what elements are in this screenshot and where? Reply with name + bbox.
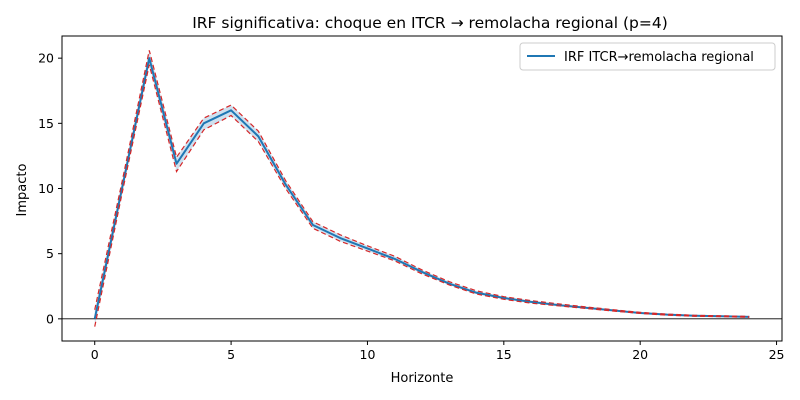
chart-title: IRF significativa: choque en ITCR → remo… [192, 14, 668, 32]
legend-label: IRF ITCR→remolacha regional [564, 50, 754, 65]
x-tick-label: 25 [769, 347, 785, 362]
upper-band-line [94, 50, 750, 318]
y-tick-label: 0 [46, 311, 54, 326]
plot-frame [61, 35, 783, 342]
confidence-band-fill [94, 50, 750, 327]
x-axis-label: Horizonte [391, 371, 454, 386]
y-tick-label: 15 [38, 116, 54, 131]
irf-series-line [93, 57, 750, 320]
x-tick-label: 20 [632, 347, 648, 362]
x-tick-label: 15 [496, 347, 512, 362]
legend-box [519, 42, 776, 71]
lower-band-line [94, 64, 750, 327]
y-tick-label: 20 [38, 51, 54, 66]
y-axis-label: Impacto [15, 164, 30, 217]
x-tick-label: 10 [360, 347, 376, 362]
y-tick-label: 10 [38, 181, 54, 196]
y-tick-label: 5 [46, 246, 54, 261]
x-tick-label: 0 [91, 347, 99, 362]
legend: IRF ITCR→remolacha regional [519, 42, 776, 71]
x-tick-label: 5 [227, 347, 235, 362]
